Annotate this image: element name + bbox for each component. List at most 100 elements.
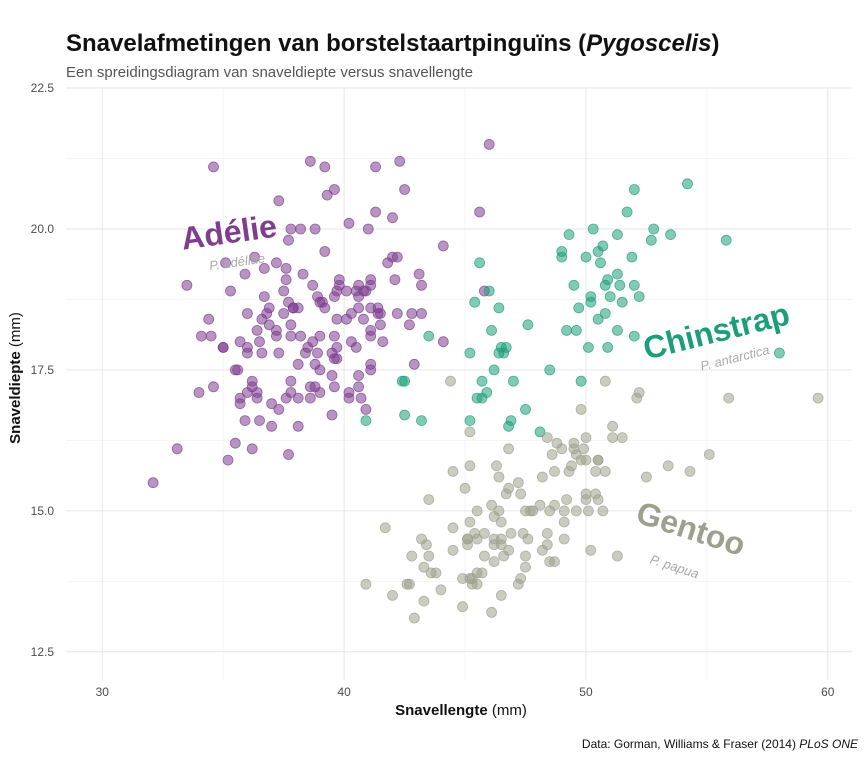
point-gentoo (580, 432, 592, 444)
point-adlie (353, 302, 365, 314)
point-chinstrap (399, 375, 411, 387)
y-axis-label: Snaveldiepte (mm) (7, 312, 24, 444)
chart-title-genus: Pygoscelis (586, 30, 712, 57)
x-tick-label: 60 (821, 685, 835, 699)
point-chinstrap (604, 291, 616, 303)
point-chinstrap (464, 415, 476, 427)
point-gentoo (423, 550, 435, 562)
x-tick-label: 50 (579, 685, 593, 699)
point-gentoo (583, 505, 594, 517)
point-chinstrap (614, 279, 626, 291)
point-adlie (258, 262, 270, 274)
point-gentoo (633, 387, 645, 398)
point-adlie (241, 308, 253, 319)
point-adlie (309, 358, 321, 370)
point-gentoo (488, 556, 500, 567)
point-chinstrap (616, 296, 628, 308)
point-adlie (232, 364, 244, 376)
point-adlie (355, 392, 367, 404)
point-adlie (273, 195, 285, 207)
point-adlie (391, 251, 403, 263)
point-gentoo (662, 460, 674, 472)
point-adlie (258, 291, 270, 303)
point-adlie (251, 324, 263, 336)
point-chinstrap (626, 251, 638, 263)
point-gentoo (447, 522, 459, 534)
point-adlie (273, 347, 285, 359)
point-adlie (195, 330, 207, 342)
point-adlie (403, 319, 415, 331)
y-tick-label: 22.5 (31, 81, 55, 95)
point-gentoo (568, 443, 580, 455)
point-gentoo (503, 443, 515, 455)
point-adlie (358, 313, 369, 325)
point-chinstrap (621, 206, 633, 218)
point-adlie (278, 308, 290, 319)
point-chinstrap (500, 341, 512, 353)
point-adlie (217, 341, 229, 353)
point-adlie (328, 184, 340, 195)
point-adlie (437, 240, 449, 252)
point-gentoo (612, 550, 623, 562)
point-adlie (239, 268, 251, 280)
point-gentoo (471, 505, 483, 517)
point-chinstrap (416, 415, 427, 427)
point-gentoo (486, 606, 498, 618)
point-gentoo (464, 426, 476, 438)
point-gentoo (512, 578, 524, 590)
point-gentoo (599, 465, 611, 477)
point-adlie (328, 381, 340, 393)
point-gentoo (541, 539, 553, 551)
caption-journal: PLoS ONE (799, 737, 858, 751)
point-chinstrap (633, 291, 645, 303)
point-gentoo (544, 505, 556, 517)
y-axis-label-unit: (mm) (7, 312, 24, 351)
point-chinstrap (602, 341, 614, 353)
point-adlie (304, 155, 316, 167)
point-chinstrap (493, 302, 505, 314)
point-gentoo (486, 499, 498, 511)
point-chinstrap (585, 296, 597, 308)
point-gentoo (418, 595, 430, 607)
point-gentoo (558, 516, 570, 528)
point-chinstrap (774, 347, 785, 359)
y-tick-label: 12.5 (31, 645, 55, 659)
point-gentoo (607, 420, 618, 432)
point-chinstrap (599, 279, 611, 291)
point-chinstrap (682, 178, 693, 190)
point-chinstrap (520, 403, 531, 415)
point-gentoo (570, 505, 582, 517)
point-chinstrap (599, 308, 611, 319)
series-latin-gentoo: P. papua (648, 552, 701, 582)
point-adlie (312, 347, 323, 359)
point-adlie (304, 381, 316, 393)
point-chinstrap (628, 330, 640, 342)
point-gentoo (703, 449, 715, 460)
point-adlie (280, 392, 292, 404)
point-chinstrap (592, 313, 604, 325)
point-chinstrap (464, 347, 476, 359)
point-gentoo (435, 584, 447, 596)
point-gentoo (544, 556, 556, 567)
point-adlie (266, 398, 278, 410)
point-adlie (333, 279, 345, 291)
point-adlie (483, 138, 495, 150)
point-gentoo (599, 375, 611, 387)
point-gentoo (478, 550, 490, 562)
point-adlie (299, 347, 311, 359)
axis-ticks: 30 40 50 60 12.5 15.0 17.5 20.0 22.5 (31, 81, 835, 699)
point-adlie (394, 155, 406, 167)
point-chinstrap (508, 375, 519, 387)
point-adlie (256, 313, 268, 325)
point-chinstrap (628, 279, 640, 291)
point-adlie (203, 313, 215, 325)
point-adlie (171, 443, 183, 455)
point-gentoo (592, 494, 604, 506)
point-adlie (283, 234, 294, 246)
point-gentoo (641, 471, 652, 483)
point-gentoo (457, 573, 469, 584)
point-gentoo (457, 601, 469, 613)
point-adlie (254, 336, 265, 348)
point-adlie (225, 285, 236, 297)
point-gentoo (495, 516, 507, 528)
